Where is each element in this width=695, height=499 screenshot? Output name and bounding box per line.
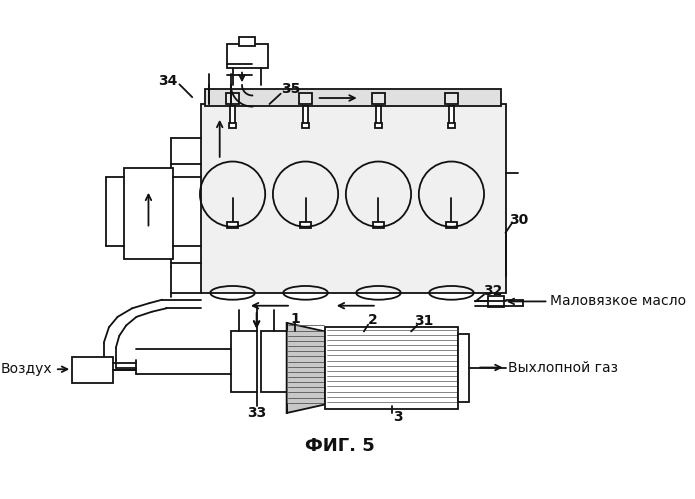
Bar — [325, 327, 458, 409]
Bar — [226, 93, 240, 104]
Bar — [489, 296, 504, 306]
Bar — [240, 37, 255, 46]
Text: 3: 3 — [393, 410, 403, 424]
Text: ФИГ. 5: ФИГ. 5 — [305, 437, 375, 455]
Bar — [302, 123, 309, 128]
Bar — [303, 106, 308, 125]
Bar — [445, 93, 458, 104]
Text: 1: 1 — [291, 311, 300, 325]
Text: 32: 32 — [483, 284, 502, 298]
Text: 2: 2 — [368, 313, 377, 327]
Bar — [201, 104, 505, 293]
Text: 30: 30 — [509, 213, 529, 227]
Bar — [229, 123, 236, 128]
Bar — [376, 106, 381, 125]
Bar — [227, 222, 238, 228]
Bar — [372, 93, 385, 104]
Bar — [231, 331, 256, 392]
Bar — [72, 357, 113, 383]
Text: Маловязкое масло: Маловязкое масло — [550, 294, 686, 308]
Bar — [448, 123, 455, 128]
Bar — [205, 89, 501, 106]
Bar — [299, 93, 312, 104]
Bar — [446, 222, 457, 228]
Text: Выхлопной газ: Выхлопной газ — [508, 360, 618, 375]
Bar — [373, 222, 384, 228]
Polygon shape — [286, 323, 325, 413]
Bar — [375, 123, 382, 128]
Bar — [230, 106, 235, 125]
Text: Воздух: Воздух — [1, 362, 52, 376]
Bar — [227, 44, 268, 68]
Bar — [300, 222, 311, 228]
Bar — [261, 331, 286, 392]
Text: 34: 34 — [158, 74, 178, 88]
Text: 31: 31 — [414, 314, 434, 328]
Bar — [449, 106, 454, 125]
Bar — [124, 168, 173, 258]
Text: 35: 35 — [281, 82, 301, 96]
Text: 33: 33 — [247, 406, 266, 420]
Bar — [458, 334, 468, 402]
